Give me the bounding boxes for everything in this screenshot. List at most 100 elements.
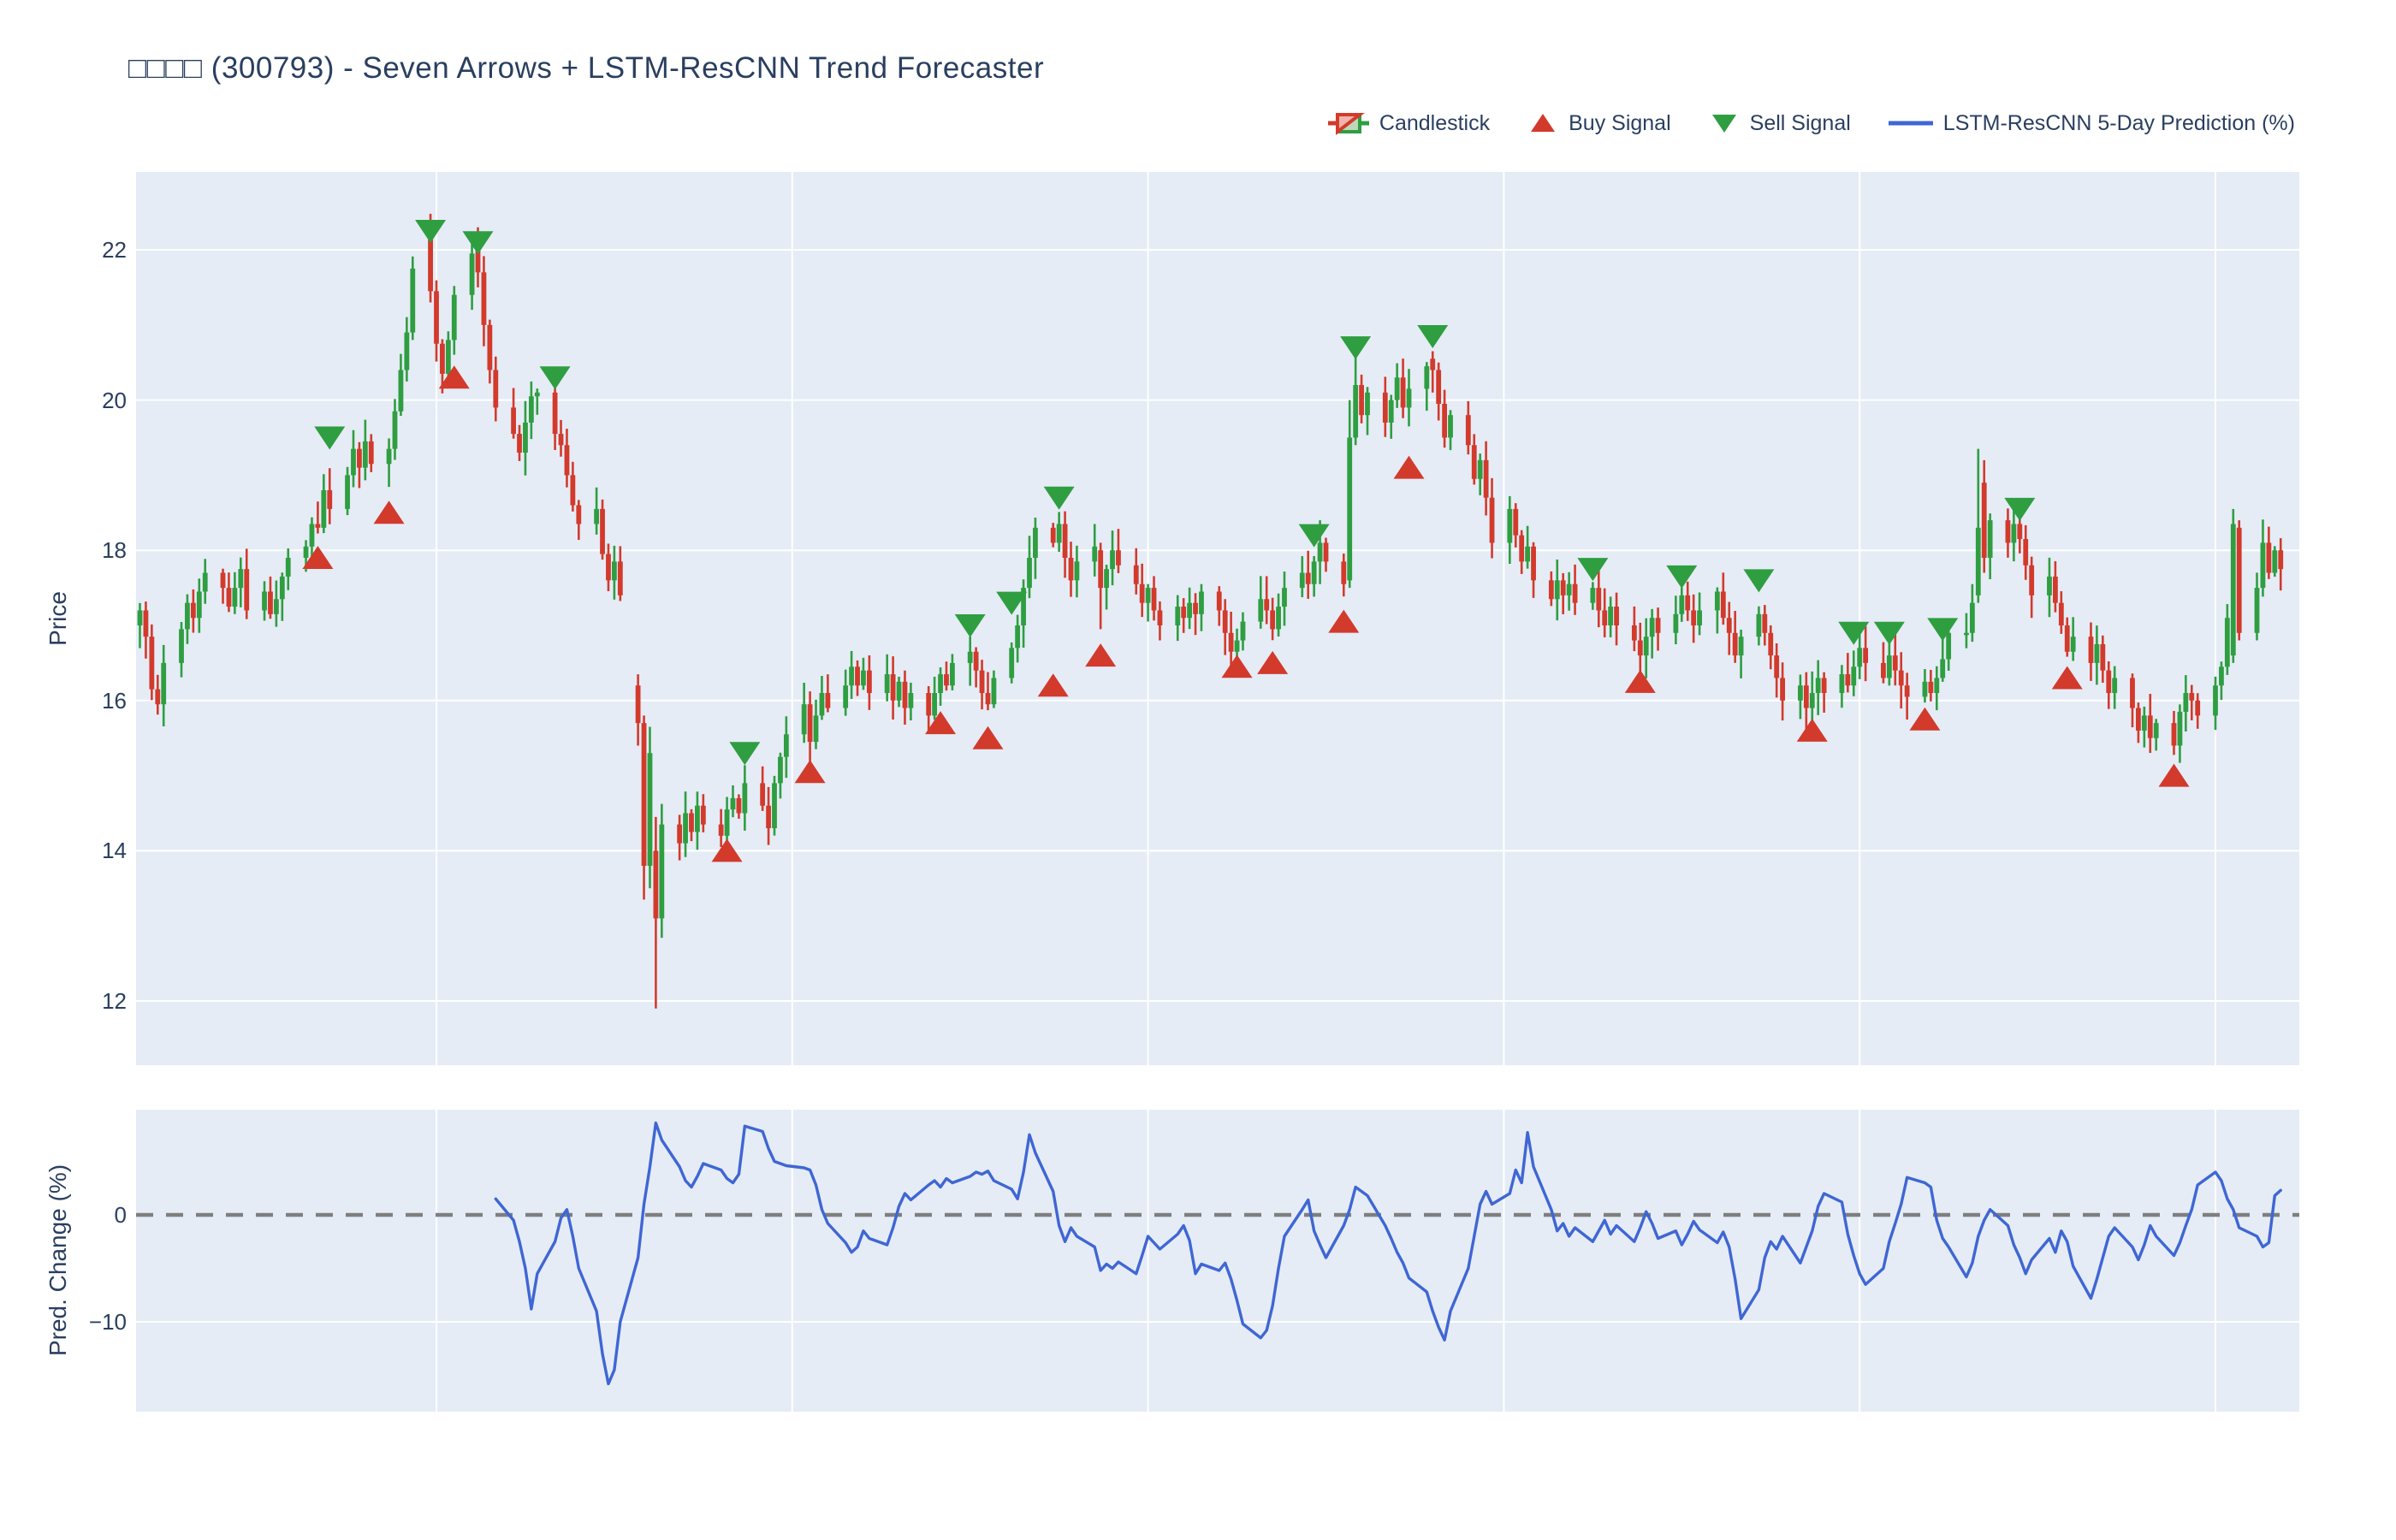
candle-body-up [1566,583,1572,595]
price-plot-area[interactable] [136,172,2299,1065]
candle-body-down [1685,595,1691,611]
candle-body-down [220,572,226,589]
candle-body-up [179,629,184,663]
candle-body-down [1774,655,1780,678]
candle-body-up [884,674,890,694]
candle-body-up [1649,618,1655,637]
candle-body-down [357,448,362,468]
candle-body-up [1199,591,1204,614]
candle-body-up [232,588,238,607]
sell-signal-marker [1298,524,1330,548]
candle-body-down [428,234,433,292]
candle-body-down [1614,607,1619,625]
candle-body-down [2130,678,2135,708]
candle-body-down [760,783,766,806]
candle-body-up [2213,685,2218,716]
candle-body-up [2153,723,2159,738]
candle-body-down [979,670,985,694]
candle-body-down [1519,535,1525,562]
candle-body-down [1821,678,1827,694]
candle-body-up [1110,550,1115,570]
candle-body-up [185,602,190,630]
candle-body-up [1092,546,1098,562]
candle-body-down [890,674,896,701]
candle-body-down [1898,670,1904,686]
sell-signal-marker [996,591,1028,615]
candle-body-up [1074,561,1080,581]
buy-signal-marker [1037,673,1069,697]
candle-body-down [226,588,232,607]
candle-body-up [683,813,688,844]
legend-label-prediction: LSTM-ResCNN 5-Day Prediction (%) [1942,110,2295,135]
candle-body-down [677,824,683,844]
candle-body-down [511,407,516,435]
legend-label-buy: Buy Signal [1569,110,1671,135]
candle-body-down [1133,565,1139,584]
candle-body-down [866,670,872,694]
legend-item-buy[interactable]: Buy Signal [1527,110,1671,137]
candle-body-down [1471,445,1477,479]
sell-signal-marker [314,426,346,450]
candle-body-up [1975,527,1981,595]
candle-body-down [1436,370,1442,404]
candle-body-down [517,434,522,453]
candle-body-up [410,268,416,333]
candle-body-up [2219,666,2224,686]
candle-body-up [938,674,943,694]
buy-signal-marker [1796,718,1828,742]
candle-body-down [434,291,439,344]
candle-body-up [1756,613,1762,637]
candle-body-down [244,569,250,611]
candle-body-up [2224,618,2230,667]
candle-body-down [1193,602,1198,614]
candle-body-up [730,797,736,810]
candle-body-down [1780,678,1786,701]
price-tick-label: 18 [102,537,127,564]
candle-body-up [2141,715,2147,731]
page-title: □□□□ (300793) - Seven Arrows + LSTM-ResC… [128,51,1045,85]
candle-body-down [1803,685,1809,708]
candle-body-up [2230,524,2236,656]
candle-body-up [1964,632,1969,636]
legend-item-prediction[interactable]: LSTM-ResCNN 5-Day Prediction (%) [1888,110,2295,137]
legend-item-sell[interactable]: Sell Signal [1709,110,1851,137]
candle-body-down [855,666,860,686]
sell-signal-marker [729,742,761,766]
candle-body-down [493,370,499,408]
candle-body-up [2272,550,2278,573]
legend-item-candlestick[interactable]: Candlestick [1327,108,1490,139]
candle-body-down [1892,655,1898,671]
candle-body-up [285,557,291,577]
candle-body-up [2094,643,2100,663]
candle-body-down [635,685,641,724]
sell-signal-marker [954,614,986,637]
sell-signal-marker [1927,618,1959,642]
candle-body-up [1021,588,1026,625]
sell-signal-marker [1873,621,1905,645]
candle-body-up [1365,392,1370,416]
sell-signal-marker [462,231,494,255]
candle-body-down [1863,648,1869,663]
price-tick-label: 22 [102,237,127,263]
prediction-plot-area[interactable] [136,1110,2299,1412]
candle-body-up [1673,613,1679,633]
candle-body-up [1394,377,1400,400]
candle-body-up [1311,561,1317,584]
candle-body-up [896,681,902,701]
candle-body-up [238,569,244,589]
candle-body-up [321,489,327,528]
sell-signal-marker [1043,486,1075,510]
candle-body-down [2088,637,2094,663]
candle-body-down [1531,546,1536,581]
candle-body-down [600,508,605,554]
candle-body-down [1904,685,1910,697]
candle-body-down [2171,723,2177,746]
candle-body-up [1353,385,1359,438]
candle-body-down [2029,565,2035,595]
candle-body-down [1151,588,1157,611]
candle-body-up [2047,576,2052,595]
candle-body-up [1033,527,1038,558]
candle-body-up [1946,632,1952,660]
candle-body-down [1228,632,1234,652]
candle-body-down [902,681,908,708]
